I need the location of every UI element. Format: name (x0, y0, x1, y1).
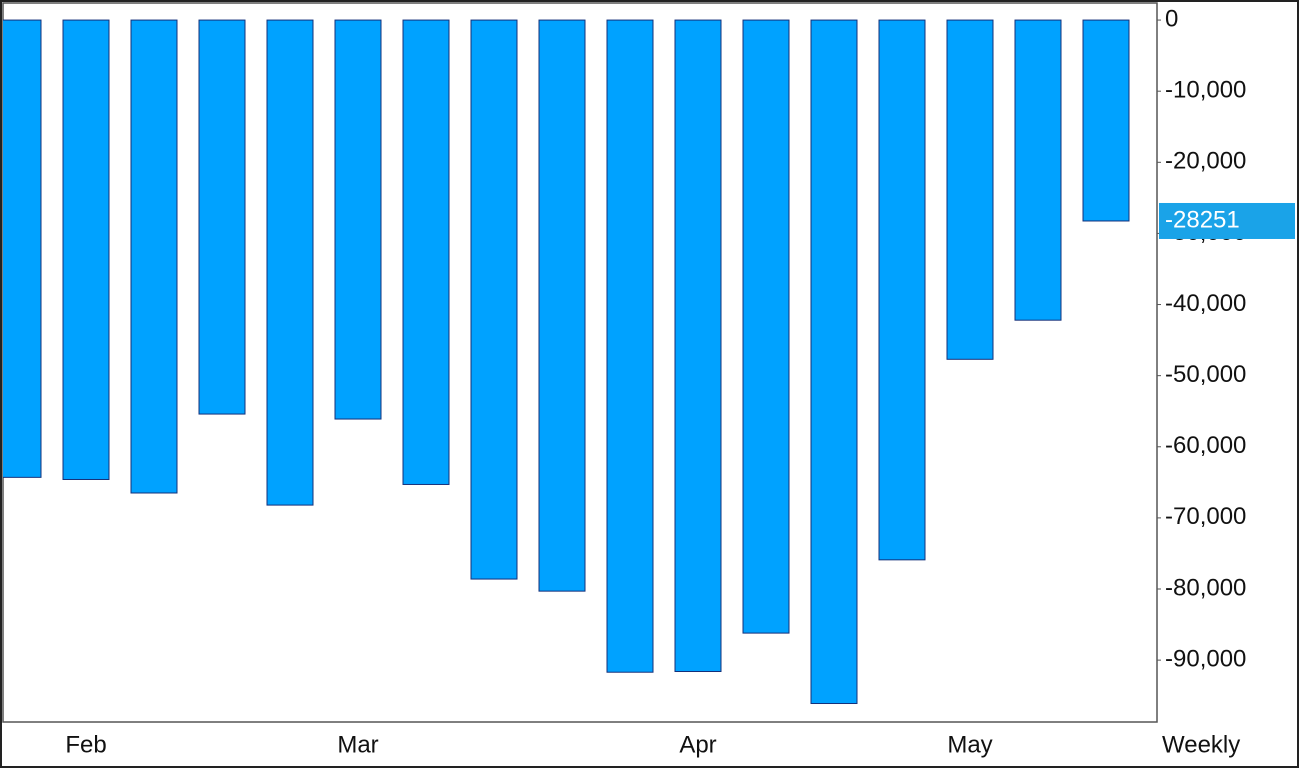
y-tick-label: -80,000 (1165, 574, 1246, 601)
last-value-label: -28251 (1165, 206, 1240, 233)
bar (1014, 19, 1062, 321)
x-tick-label: May (947, 731, 992, 758)
y-tick-label: -90,000 (1165, 645, 1246, 672)
bar (674, 19, 722, 673)
bar (810, 19, 858, 705)
bars (3, 19, 1130, 705)
y-tick-label: -40,000 (1165, 290, 1246, 317)
y-tick-label: -50,000 (1165, 361, 1246, 388)
bar (470, 19, 518, 580)
bar (198, 19, 246, 415)
last-value-box (1159, 202, 1295, 239)
bar (62, 19, 110, 480)
y-tick-label: -20,000 (1165, 148, 1246, 175)
bar (538, 19, 586, 592)
bar (130, 19, 178, 494)
bar (3, 19, 42, 478)
bar (334, 19, 382, 420)
bar (606, 19, 654, 673)
bar (1082, 19, 1130, 222)
bar (946, 19, 994, 360)
x-tick-label: Feb (65, 731, 106, 758)
bar (266, 19, 314, 506)
bar (402, 19, 450, 485)
y-tick-label: -70,000 (1165, 503, 1246, 530)
y-tick-label: 0 (1165, 5, 1178, 32)
y-tick-label: -60,000 (1165, 432, 1246, 459)
y-tick-label: -10,000 (1165, 77, 1246, 104)
bar (878, 19, 926, 561)
x-tick-label: Mar (337, 731, 378, 758)
period-label: Weekly (1162, 731, 1240, 758)
x-tick-label: Apr (679, 731, 716, 758)
bar (742, 19, 790, 634)
